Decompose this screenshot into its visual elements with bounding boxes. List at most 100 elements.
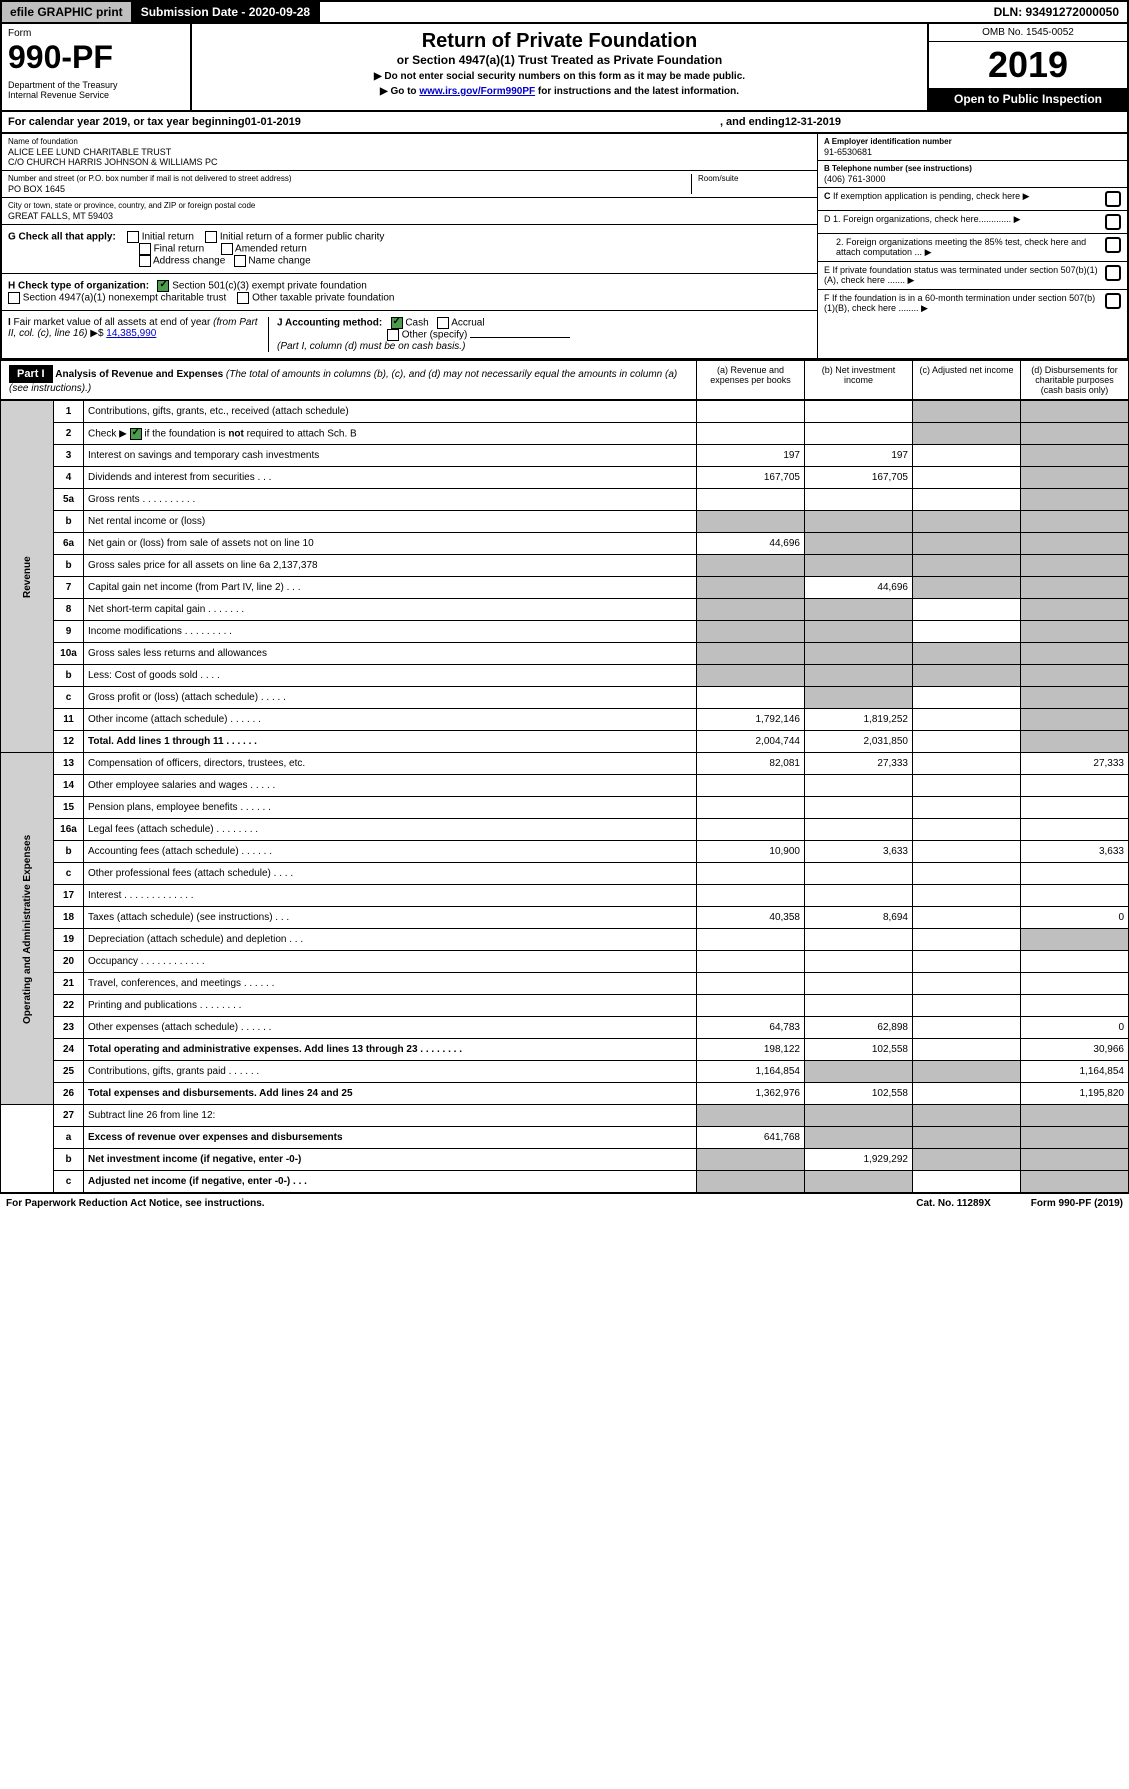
h1-checkbox[interactable] [157,280,169,292]
table-cell: 0 [1021,1017,1129,1039]
c-checkbox[interactable] [1105,191,1121,207]
table-cell [805,643,913,665]
d2-label: 2. Foreign organizations meeting the 85%… [836,237,1086,257]
instruction-1: ▶ Do not enter social security numbers o… [198,71,921,82]
open-to-public-badge: Open to Public Inspection [929,88,1127,110]
row-description: Depreciation (attach schedule) and deple… [84,929,697,951]
part1-label: Part I [9,365,53,383]
i-label: I [8,317,11,328]
row-number: 22 [54,995,84,1017]
cal-year-prefix: For calendar year 2019, or tax year begi… [8,116,245,128]
other-label: Other (specify) [402,330,468,341]
addr-change-checkbox[interactable] [139,255,151,267]
accrual-checkbox[interactable] [437,317,449,329]
room-label: Room/suite [698,174,811,183]
row-number: 21 [54,973,84,995]
d1-checkbox[interactable] [1105,214,1121,230]
table-row: 22Printing and publications . . . . . . … [1,995,1129,1017]
f-checkbox[interactable] [1105,293,1121,309]
check-g-row: G Check all that apply: Initial return I… [2,225,817,273]
table-cell [913,533,1021,555]
table-cell [1021,621,1129,643]
address-value: PO BOX 1645 [8,184,691,194]
table-cell: 10,900 [697,841,805,863]
table-cell [1021,687,1129,709]
cash-checkbox[interactable] [391,317,403,329]
table-cell [913,709,1021,731]
table-cell: 8,694 [805,907,913,929]
table-cell [697,1149,805,1171]
table-cell [913,555,1021,577]
amended-checkbox[interactable] [221,243,233,255]
table-cell [697,665,805,687]
footer: For Paperwork Reduction Act Notice, see … [0,1193,1129,1213]
table-cell: 1,819,252 [805,709,913,731]
row-number: c [54,863,84,885]
table-cell [1021,1127,1129,1149]
f-label: F If the foundation is in a 60-month ter… [824,293,1095,313]
table-row: 4Dividends and interest from securities … [1,467,1129,489]
table-cell [697,1105,805,1127]
table-cell [697,797,805,819]
row-description: Excess of revenue over expenses and disb… [84,1127,697,1149]
table-cell [913,489,1021,511]
table-cell [913,1083,1021,1105]
table-cell: 641,768 [697,1127,805,1149]
initial-former-label: Initial return of a former public charit… [220,232,385,243]
row-number: 20 [54,951,84,973]
table-row: 19Depreciation (attach schedule) and dep… [1,929,1129,951]
accrual-label: Accrual [451,318,484,329]
h3-label: Other taxable private foundation [252,293,394,304]
table-cell [805,401,913,423]
name-change-label: Name change [248,256,310,267]
table-cell: 64,783 [697,1017,805,1039]
e-checkbox[interactable] [1105,265,1121,281]
row-number: 8 [54,599,84,621]
table-cell [697,775,805,797]
table-cell [805,885,913,907]
phone-value: (406) 761-3000 [824,174,1121,184]
table-cell [913,819,1021,841]
section-label: Operating and Administrative Expenses [1,753,54,1105]
table-cell [697,951,805,973]
other-checkbox[interactable] [387,329,399,341]
row-number: 11 [54,709,84,731]
row-number: 5a [54,489,84,511]
table-cell: 197 [697,445,805,467]
h3-checkbox[interactable] [237,292,249,304]
table-cell [697,885,805,907]
final-return-checkbox[interactable] [139,243,151,255]
table-cell [697,401,805,423]
efile-print-button[interactable]: efile GRAPHIC print [2,2,133,22]
table-cell: 1,929,292 [805,1149,913,1171]
d2-checkbox[interactable] [1105,237,1121,253]
table-row: 25Contributions, gifts, grants paid . . … [1,1061,1129,1083]
table-cell [913,1171,1021,1193]
row-description: Net rental income or (loss) [84,511,697,533]
table-cell [913,467,1021,489]
initial-former-checkbox[interactable] [205,231,217,243]
final-return-label: Final return [154,244,205,255]
initial-return-checkbox[interactable] [127,231,139,243]
table-row: bGross sales price for all assets on lin… [1,555,1129,577]
footer-mid: Cat. No. 11289X [916,1198,990,1209]
name-change-checkbox[interactable] [234,255,246,267]
table-cell [913,1127,1021,1149]
instructions-link[interactable]: www.irs.gov/Form990PF [419,86,535,97]
i-value-link[interactable]: 14,385,990 [106,328,156,339]
row-number: b [54,555,84,577]
h2-checkbox[interactable] [8,292,20,304]
row-number: 3 [54,445,84,467]
row-description: Net investment income (if negative, ente… [84,1149,697,1171]
j-label: J Accounting method: [277,318,382,329]
row-description: Other income (attach schedule) . . . . .… [84,709,697,731]
table-cell [1021,643,1129,665]
row-description: Occupancy . . . . . . . . . . . . [84,951,697,973]
sch-b-checkbox[interactable] [130,428,142,440]
row-number: 10a [54,643,84,665]
row-description: Gross profit or (loss) (attach schedule)… [84,687,697,709]
h1-label: Section 501(c)(3) exempt private foundat… [172,281,367,292]
instruction-2: ▶ Go to www.irs.gov/Form990PF for instru… [198,86,921,97]
row-description: Total expenses and disbursements. Add li… [84,1083,697,1105]
department-label: Department of the TreasuryInternal Reven… [8,80,184,100]
